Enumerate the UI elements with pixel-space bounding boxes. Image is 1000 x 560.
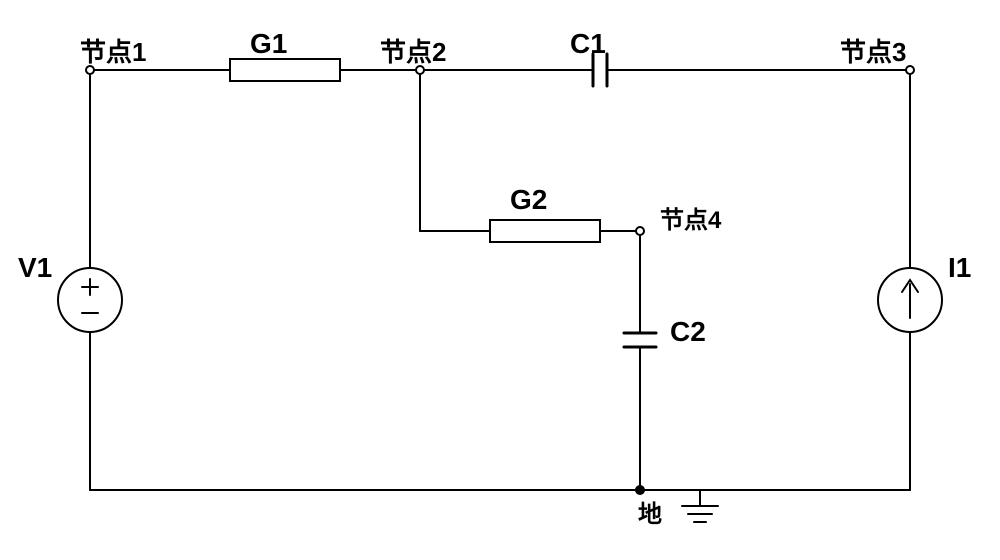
- label-ground: 地: [638, 494, 662, 529]
- voltage-source-v1: [58, 268, 122, 332]
- label-g1: G1: [250, 28, 287, 60]
- resistor-g2: [490, 220, 600, 242]
- label-node4: 节点4: [660, 200, 721, 235]
- label-c2: C2: [670, 316, 706, 348]
- circuit-svg: [0, 0, 1000, 560]
- resistor-g1: [230, 59, 340, 81]
- junction-dot: [636, 486, 644, 494]
- label-g2: G2: [510, 184, 547, 216]
- label-i1: I1: [948, 252, 971, 284]
- label-node2: 节点2: [380, 32, 446, 69]
- node-dot: [906, 66, 914, 74]
- label-c1: C1: [570, 28, 606, 60]
- label-node1: 节点1: [80, 32, 146, 69]
- label-v1: V1: [18, 252, 52, 284]
- label-node3: 节点3: [840, 32, 906, 69]
- node-dot: [636, 227, 644, 235]
